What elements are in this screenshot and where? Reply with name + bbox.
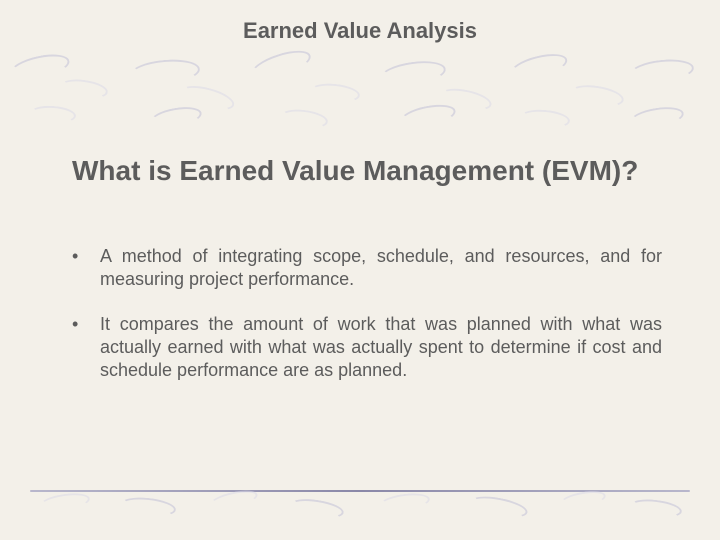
slide-container: Earned Value Analysis What is Earned Val… — [0, 0, 720, 540]
list-item: • It compares the amount of work that wa… — [72, 313, 662, 382]
slide-header-title: Earned Value Analysis — [0, 18, 720, 44]
bullet-marker: • — [72, 245, 100, 291]
list-item: • A method of integrating scope, schedul… — [72, 245, 662, 291]
bullet-list: • A method of integrating scope, schedul… — [72, 245, 662, 404]
bullet-marker: • — [72, 313, 100, 382]
bullet-text: It compares the amount of work that was … — [100, 313, 662, 382]
decorative-texture-top — [0, 50, 720, 140]
decorative-texture-bottom — [30, 490, 690, 530]
bullet-text: A method of integrating scope, schedule,… — [100, 245, 662, 291]
slide-subtitle: What is Earned Value Management (EVM)? — [72, 155, 672, 187]
